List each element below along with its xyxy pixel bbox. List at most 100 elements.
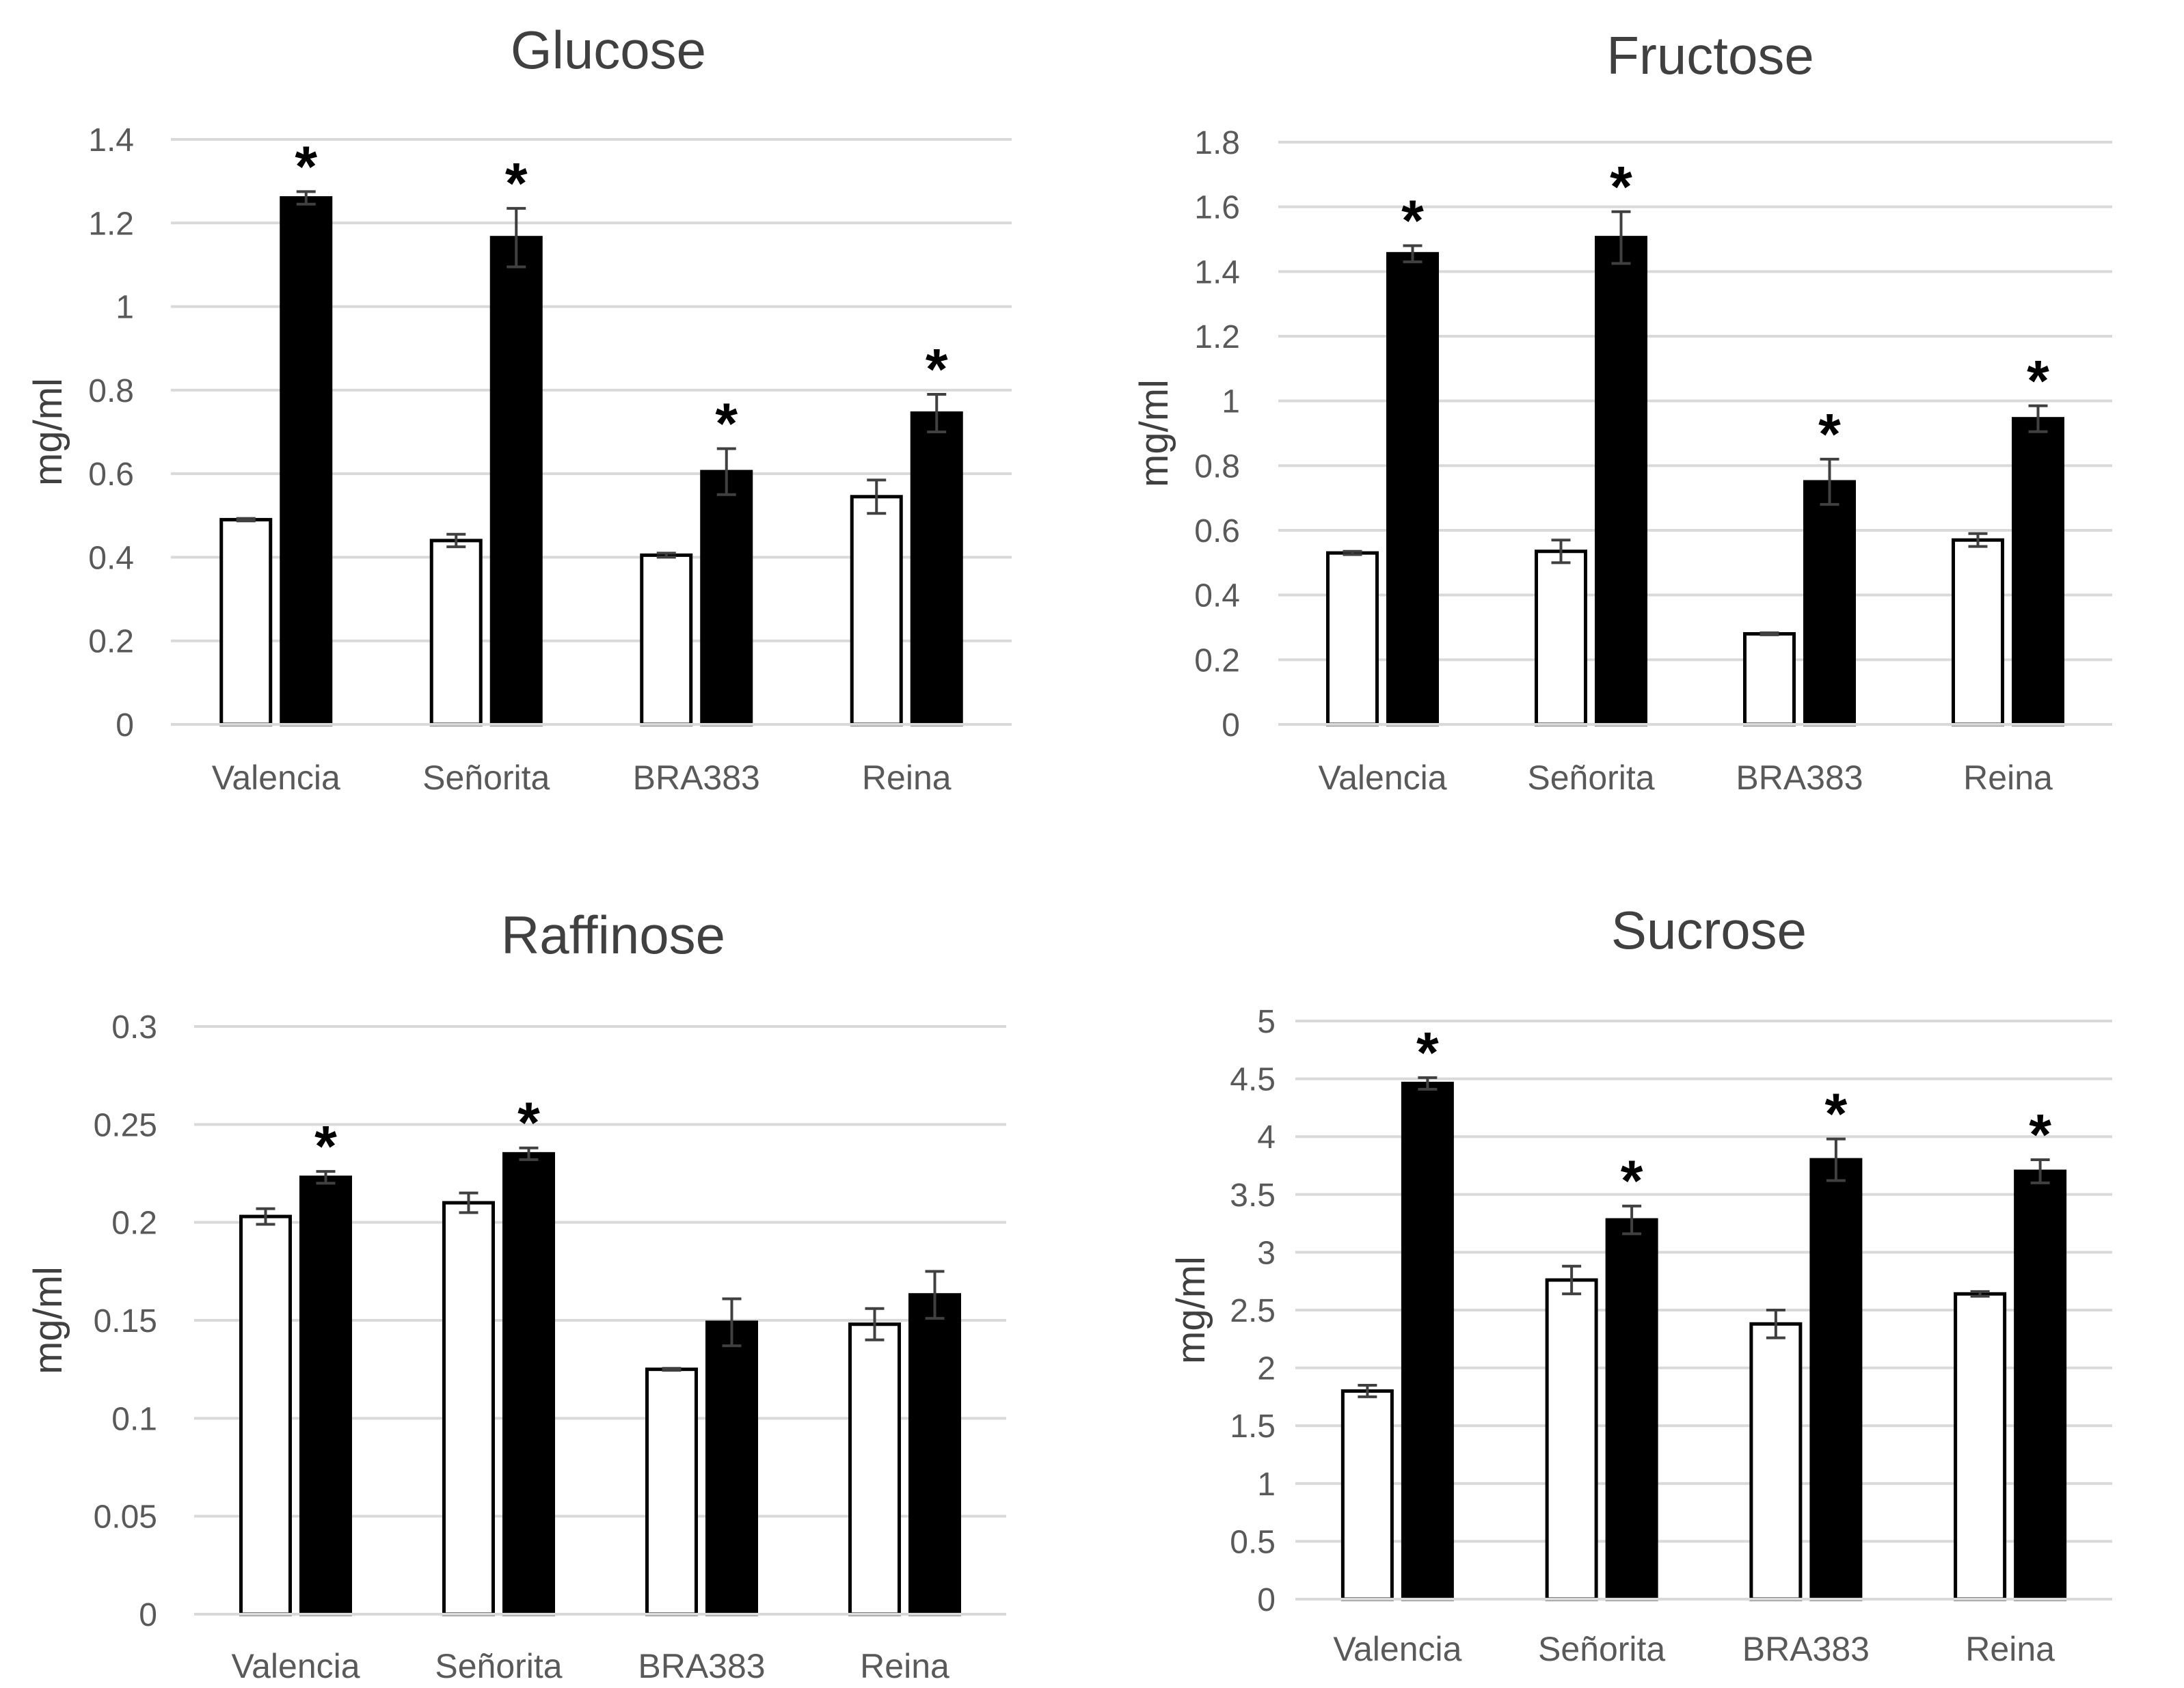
bar-treated [910,411,963,726]
bar-control [645,1367,698,1616]
bar-treated [908,1293,961,1616]
chart-sucrose: Sucrose mg/ml 0 0.5 1 1.5 2 2.5 3 3.5 4 4.5 5 Valenci… [1169,900,2112,1668]
y-tick-label: 0.6 [1194,513,1240,549]
x-tick-label: Valencia [212,759,340,797]
bar-treated [2012,417,2064,726]
significance-marker: * [314,1114,337,1178]
significance-marker: * [926,337,948,401]
significance-marker: * [1401,188,1424,252]
significance-marker: * [1610,154,1632,219]
bar-control [442,1201,495,1616]
chart-title: Glucose [511,20,706,80]
x-tick-label: Reina [1963,759,2053,797]
y-tick-label: 0 [116,707,134,744]
y-tick-label: 5 [1257,1004,1276,1040]
y-axis-label: mg/ml [26,1266,70,1374]
x-tick-label: Reina [862,759,952,797]
bar-treated [705,1320,758,1616]
x-tick-label: Valencia [1318,759,1446,797]
bar-treated [1595,236,1647,726]
bar-control [1952,538,2004,726]
bar-control [1340,1389,1394,1601]
x-tick-label: Reina [1965,1630,2055,1668]
y-axis-label: mg/ml [1169,1256,1213,1364]
bar-control [1749,1322,1803,1601]
significance-marker: * [1818,402,1841,466]
chart-title: Sucrose [1611,900,1807,960]
chart-fructose: Fructose mg/ml 0 0.2 0.4 0.6 0.8 1 1.2 1.4 1.6 1.8 V… [1132,25,2112,797]
significance-marker: * [505,151,528,215]
bar-treated [700,469,753,726]
y-tick-label: 0.4 [88,540,134,576]
y-tick-label: 1 [1257,1467,1276,1503]
significance-marker: * [715,391,738,455]
significance-marker: * [1825,1082,1848,1146]
bar-treated [2014,1169,2067,1601]
significance-marker: * [1416,1020,1439,1085]
bar-treated [280,196,333,726]
bar-control [1545,1278,1598,1601]
bar-control [640,553,693,726]
bar-treated [1809,1158,1863,1601]
y-tick-label: 0.2 [1194,642,1240,679]
y-axis-label: mg/ml [1132,379,1176,487]
chart-title: Fructose [1606,25,1814,85]
x-tick-label: BRA383 [1742,1630,1870,1668]
y-tick-label: 0.3 [111,1009,157,1046]
x-tick-label: BRA383 [638,1647,765,1685]
y-tick-label: 0 [139,1597,157,1633]
y-tick-label: 1 [1222,384,1240,420]
y-tick-label: 1.5 [1230,1408,1276,1445]
y-tick-label: 0.4 [1194,578,1240,614]
chart-title: Raffinose [501,905,725,965]
x-tick-label: Valencia [1333,1630,1461,1668]
y-tick-label: 0.5 [1230,1524,1276,1560]
bar-control [1326,551,1379,726]
y-tick-label: 0 [1257,1582,1276,1618]
significance-marker: * [2027,349,2049,413]
bar-control [239,1214,292,1616]
bar-treated [1386,251,1439,726]
bar-treated [489,236,543,726]
y-tick-label: 1 [116,290,134,326]
bar-control [848,1322,901,1616]
x-tick-label: Señorita [422,759,550,797]
y-tick-label: 1.2 [88,206,134,242]
x-tick-label: Señorita [435,1647,562,1685]
y-tick-label: 0.05 [94,1499,157,1536]
bar-treated [1401,1081,1454,1601]
significance-marker: * [295,134,317,198]
y-tick-label: 0.2 [88,624,134,660]
bar-treated [1803,480,1856,726]
y-tick-label: 3 [1257,1235,1276,1271]
bar-control [1743,631,1796,726]
bar-treated [299,1175,352,1616]
y-tick-label: 1.2 [1194,319,1240,355]
significance-marker: * [2029,1102,2051,1167]
y-tick-label: 2.5 [1230,1293,1276,1329]
y-tick-label: 0 [1222,707,1240,744]
bar-control [1535,549,1587,726]
y-tick-label: 3.5 [1230,1177,1276,1214]
bar-treated [502,1152,555,1616]
y-tick-label: 0.1 [111,1401,157,1437]
y-tick-label: 0.25 [94,1107,157,1143]
y-tick-label: 4 [1257,1119,1276,1156]
x-tick-label: BRA383 [633,759,760,797]
x-tick-label: Reina [860,1647,949,1685]
y-tick-label: 0.6 [88,457,134,493]
y-axis-label: mg/ml [26,378,70,486]
y-tick-label: 1.8 [1194,125,1240,161]
bar-control [850,495,903,726]
y-tick-label: 2 [1257,1351,1276,1387]
x-tick-label: BRA383 [1736,759,1863,797]
y-tick-label: 0.2 [111,1206,157,1242]
x-tick-label: Señorita [1538,1630,1665,1668]
x-tick-label: Valencia [231,1647,360,1685]
y-tick-label: 4.5 [1230,1062,1276,1098]
significance-marker: * [517,1091,540,1155]
y-tick-label: 0.15 [94,1303,157,1339]
bar-control [429,539,483,726]
y-tick-label: 1.6 [1194,190,1240,226]
